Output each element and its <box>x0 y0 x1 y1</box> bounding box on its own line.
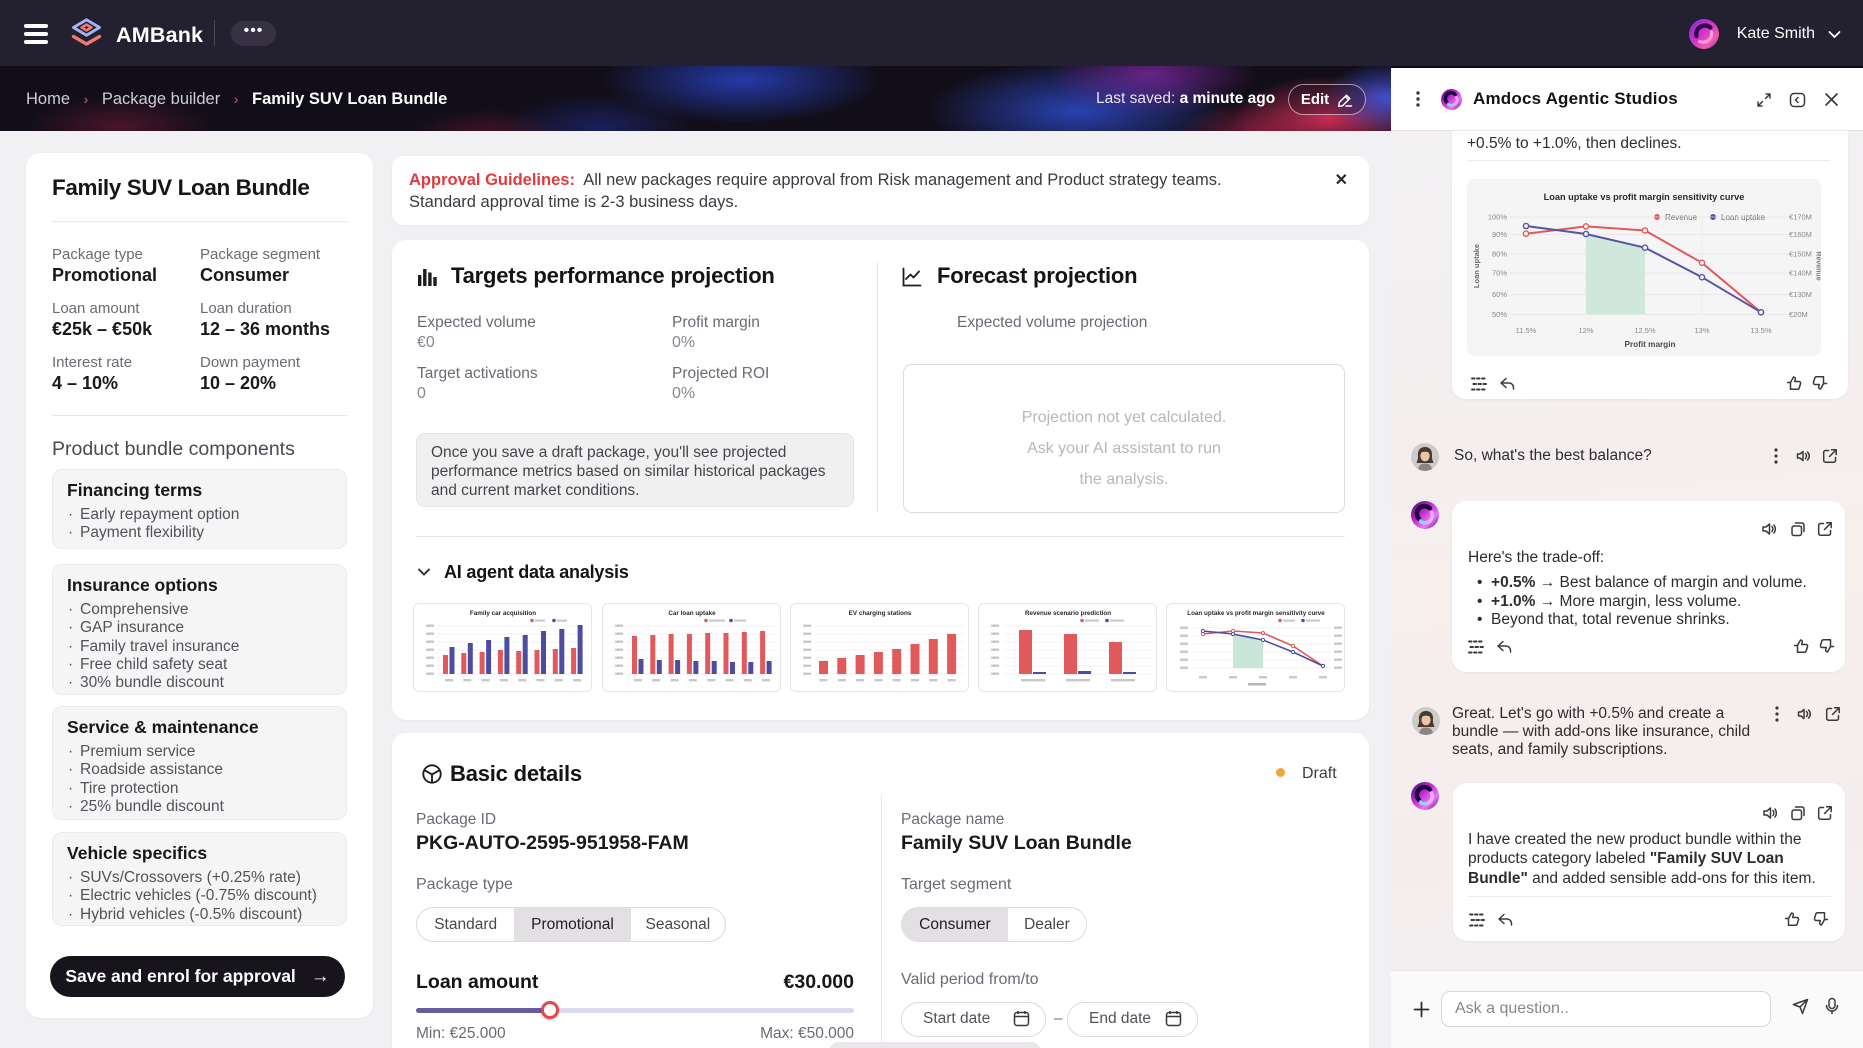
svg-text:Loan uptake: Loan uptake <box>1472 244 1481 288</box>
svg-text:12.5%: 12.5% <box>1634 326 1656 335</box>
svg-text:13%: 13% <box>1694 326 1709 335</box>
svg-text:60%: 60% <box>1492 290 1507 299</box>
svg-text:€170M: €170M <box>1789 213 1812 222</box>
svg-text:50%: 50% <box>1492 310 1507 319</box>
svg-text:Loan uptake vs profit margin s: Loan uptake vs profit margin sensitivity… <box>1544 192 1745 202</box>
svg-text:13.5%: 13.5% <box>1750 326 1772 335</box>
svg-text:€140M: €140M <box>1789 269 1812 278</box>
svg-text:Revenue: Revenue <box>1665 213 1698 222</box>
svg-text:Loan uptake vs profit margin s: Loan uptake vs profit margin sensitivity… <box>1187 610 1325 617</box>
svg-text:Revenue: Revenue <box>1815 251 1822 280</box>
svg-text:EV charging stations: EV charging stations <box>849 610 912 617</box>
svg-text:€20M: €20M <box>1789 310 1808 319</box>
svg-text:Revenue scenario prediction: Revenue scenario prediction <box>1025 610 1111 617</box>
svg-text:Loan uptake: Loan uptake <box>1721 213 1766 222</box>
svg-text:80%: 80% <box>1492 249 1507 258</box>
svg-text:€150M: €150M <box>1789 249 1812 258</box>
svg-text:90%: 90% <box>1492 230 1507 239</box>
svg-text:€130M: €130M <box>1789 290 1812 299</box>
svg-text:11.5%: 11.5% <box>1516 326 1537 335</box>
svg-text:Family car acquisition: Family car acquisition <box>470 610 536 617</box>
svg-text:Profit margin: Profit margin <box>1625 340 1676 349</box>
svg-text:100%: 100% <box>1488 213 1508 222</box>
svg-text:70%: 70% <box>1492 269 1507 278</box>
svg-text:12%: 12% <box>1578 326 1593 335</box>
svg-text:Car loan uptake: Car loan uptake <box>668 610 716 617</box>
svg-text:€160M: €160M <box>1789 230 1812 239</box>
